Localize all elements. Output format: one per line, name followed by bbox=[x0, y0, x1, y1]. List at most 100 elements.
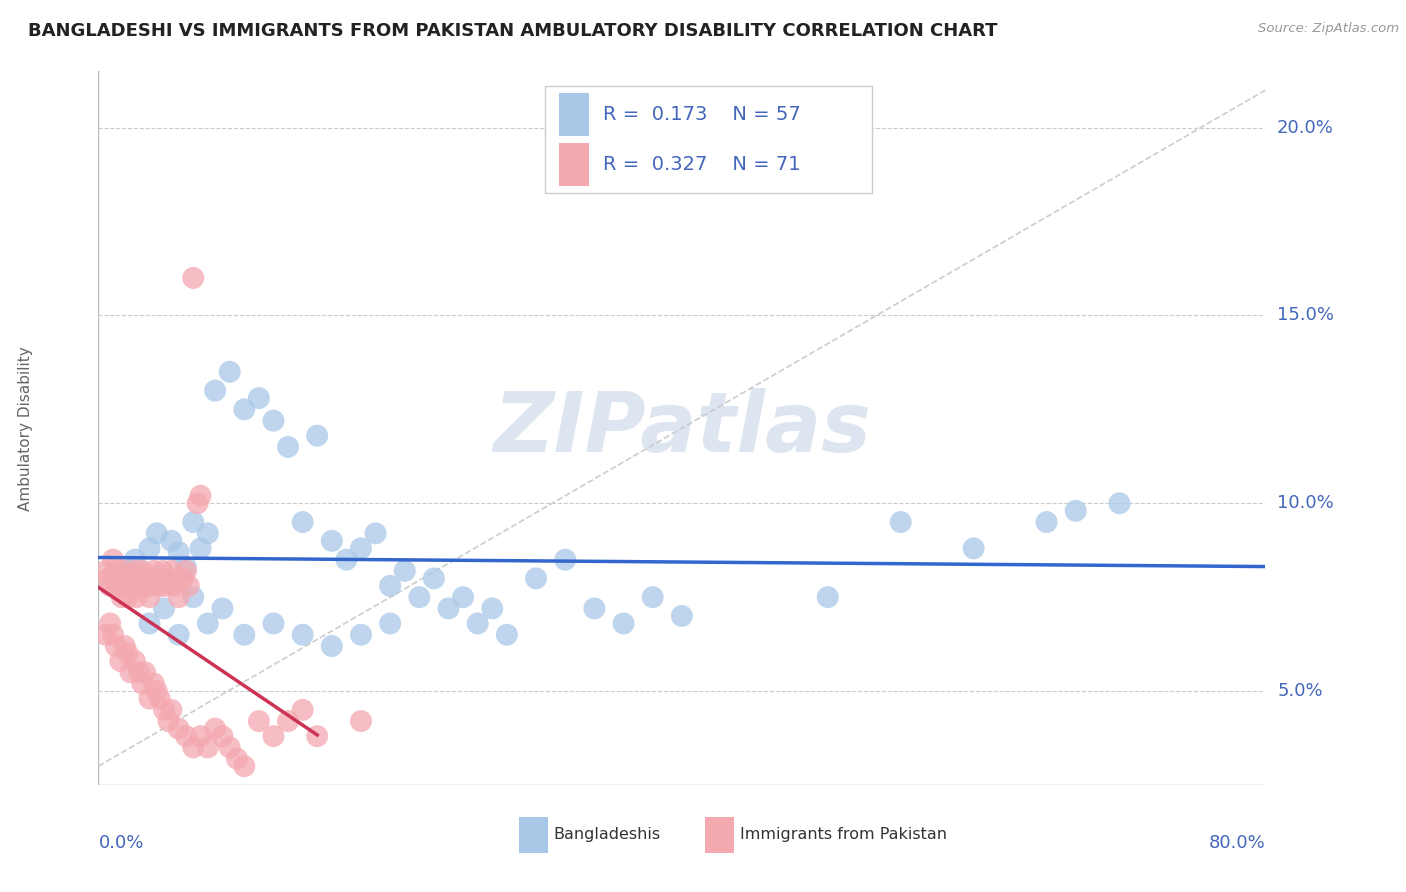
Point bbox=[335, 552, 357, 566]
Text: R =  0.327    N = 71: R = 0.327 N = 71 bbox=[603, 154, 800, 174]
Point bbox=[104, 564, 127, 578]
Point bbox=[105, 579, 128, 593]
Point bbox=[496, 628, 519, 642]
Point bbox=[1108, 496, 1130, 510]
Point bbox=[172, 571, 194, 585]
Text: 15.0%: 15.0% bbox=[1277, 307, 1334, 325]
Point bbox=[125, 590, 148, 604]
Point bbox=[197, 526, 219, 541]
Point bbox=[124, 564, 146, 578]
Point bbox=[197, 616, 219, 631]
Point bbox=[190, 541, 212, 556]
Point bbox=[307, 729, 329, 743]
Point bbox=[467, 616, 489, 631]
Point bbox=[204, 722, 226, 736]
Point bbox=[380, 616, 402, 631]
Point bbox=[101, 552, 124, 566]
Point bbox=[190, 489, 212, 503]
Point bbox=[350, 541, 373, 556]
Point bbox=[291, 628, 314, 642]
Point bbox=[134, 579, 156, 593]
Point bbox=[612, 616, 634, 631]
Point bbox=[128, 579, 150, 593]
Text: 0.0%: 0.0% bbox=[98, 834, 143, 852]
Point bbox=[307, 428, 329, 442]
Point bbox=[197, 740, 219, 755]
Point bbox=[94, 628, 117, 642]
Point bbox=[142, 676, 165, 690]
Point bbox=[451, 590, 474, 604]
Point bbox=[142, 564, 165, 578]
Point bbox=[262, 414, 284, 428]
Point bbox=[120, 665, 142, 680]
Point bbox=[187, 496, 209, 510]
Point bbox=[101, 628, 124, 642]
Point bbox=[117, 647, 139, 661]
Point bbox=[160, 703, 183, 717]
Point bbox=[128, 665, 150, 680]
Point bbox=[146, 526, 169, 541]
Point bbox=[277, 440, 299, 454]
Point bbox=[117, 590, 139, 604]
FancyBboxPatch shape bbox=[560, 143, 589, 186]
Point bbox=[114, 639, 136, 653]
Point bbox=[291, 703, 314, 717]
Point bbox=[97, 571, 120, 585]
Point bbox=[394, 564, 416, 578]
Point bbox=[138, 590, 160, 604]
Point bbox=[218, 365, 240, 379]
Point bbox=[226, 752, 249, 766]
Point bbox=[321, 639, 343, 653]
Point bbox=[115, 579, 138, 593]
Point bbox=[218, 740, 240, 755]
Point bbox=[152, 564, 174, 578]
Point bbox=[153, 575, 176, 590]
FancyBboxPatch shape bbox=[560, 93, 589, 136]
Point bbox=[247, 391, 270, 405]
Point bbox=[131, 564, 153, 578]
Point bbox=[423, 571, 446, 585]
Point bbox=[190, 729, 212, 743]
Point bbox=[174, 560, 197, 574]
Point bbox=[155, 579, 177, 593]
Point bbox=[131, 676, 153, 690]
Point bbox=[153, 703, 176, 717]
Point bbox=[167, 545, 190, 559]
Point bbox=[98, 616, 121, 631]
Point bbox=[583, 601, 606, 615]
Point bbox=[124, 552, 146, 566]
Point bbox=[817, 590, 839, 604]
Point bbox=[124, 654, 146, 668]
Point bbox=[157, 571, 180, 585]
Point bbox=[181, 515, 204, 529]
Point bbox=[211, 601, 233, 615]
Point bbox=[110, 571, 132, 585]
Point bbox=[146, 684, 169, 698]
Point bbox=[350, 714, 373, 728]
Text: Immigrants from Pakistan: Immigrants from Pakistan bbox=[741, 828, 948, 842]
Point bbox=[481, 601, 503, 615]
Point bbox=[204, 384, 226, 398]
Point bbox=[437, 601, 460, 615]
Text: BANGLADESHI VS IMMIGRANTS FROM PAKISTAN AMBULATORY DISABILITY CORRELATION CHART: BANGLADESHI VS IMMIGRANTS FROM PAKISTAN … bbox=[28, 22, 998, 40]
Point bbox=[181, 271, 204, 285]
Text: 5.0%: 5.0% bbox=[1277, 682, 1323, 700]
Point bbox=[117, 564, 139, 578]
Point bbox=[131, 579, 153, 593]
Point bbox=[181, 740, 204, 755]
Point bbox=[291, 515, 314, 529]
Point bbox=[138, 616, 160, 631]
Point bbox=[149, 691, 172, 706]
Point bbox=[181, 590, 204, 604]
Point bbox=[408, 590, 430, 604]
Point bbox=[321, 533, 343, 548]
Point bbox=[262, 616, 284, 631]
Point bbox=[174, 729, 197, 743]
Text: 10.0%: 10.0% bbox=[1277, 494, 1334, 512]
Point bbox=[153, 601, 176, 615]
Point bbox=[146, 571, 169, 585]
Point bbox=[233, 402, 256, 417]
Text: 80.0%: 80.0% bbox=[1209, 834, 1265, 852]
Point bbox=[104, 639, 127, 653]
Point bbox=[167, 722, 190, 736]
